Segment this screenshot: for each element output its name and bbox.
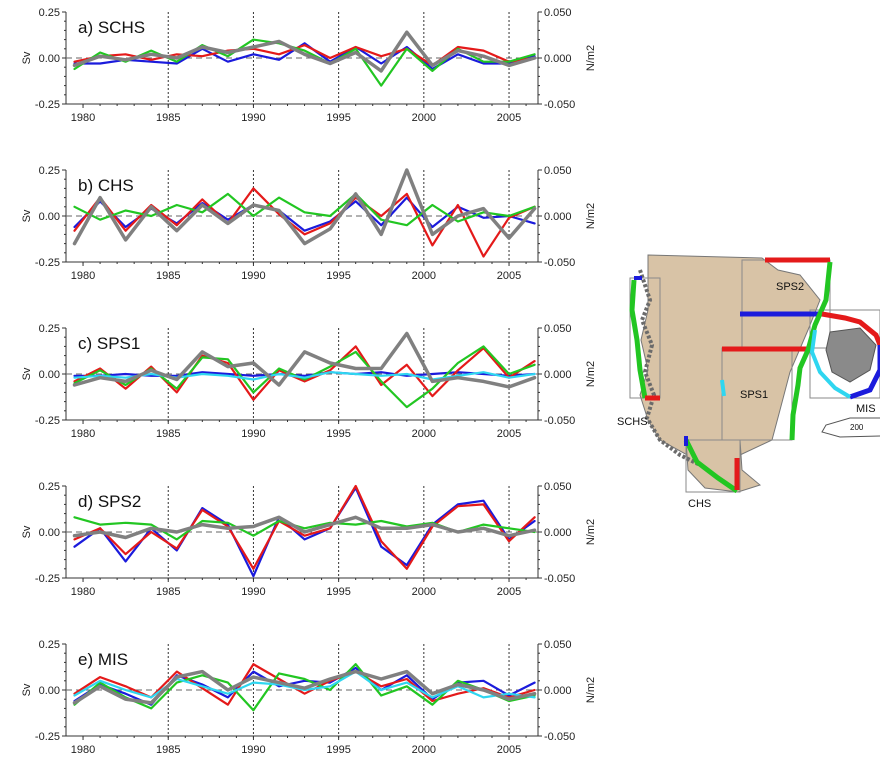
y-axis-label: Sv xyxy=(21,209,33,222)
y2-tick-label: 0.050 xyxy=(544,323,572,335)
series-line-green xyxy=(73,663,536,712)
y-axis-label: Sv xyxy=(21,51,33,64)
x-tick-label: 1995 xyxy=(326,270,350,282)
x-tick-label: 1980 xyxy=(71,112,95,124)
series-line-blue xyxy=(73,666,536,706)
y2-tick-label: -0.050 xyxy=(544,99,575,111)
series-line-green xyxy=(73,38,536,87)
y2-tick-label: 0.000 xyxy=(544,211,572,223)
x-tick-label: 2000 xyxy=(412,586,436,598)
series-line-blue xyxy=(73,42,536,71)
panel-title: a) SCHS xyxy=(78,18,145,37)
chart-panel-1: 1980 1985 1990 1995 2000 2005 -0.25 0.00 0.25 -0.… xyxy=(21,7,597,124)
y-tick-label: -0.25 xyxy=(35,99,60,111)
y-axis-label: Sv xyxy=(21,525,33,538)
x-tick-label: 2000 xyxy=(412,270,436,282)
y2-axis-label: N/m2 xyxy=(585,203,597,229)
y-tick-label: -0.25 xyxy=(35,415,60,427)
series-line-gray xyxy=(72,30,537,73)
chart-panel-2: 1980 1985 1990 1995 2000 2005 -0.25 0.00 0.25 -0.… xyxy=(21,165,597,282)
x-tick-label: 1995 xyxy=(326,112,350,124)
x-tick-label: 1985 xyxy=(156,270,180,282)
y-tick-label: 0.00 xyxy=(39,211,60,223)
x-tick-label: 1990 xyxy=(241,744,265,756)
series-line-cyan xyxy=(73,371,536,381)
y2-axis-label: N/m2 xyxy=(585,361,597,387)
x-tick-label: 2005 xyxy=(497,744,521,756)
y2-tick-label: 0.000 xyxy=(544,369,572,381)
series-line-gray xyxy=(72,515,537,540)
panel-title: b) CHS xyxy=(78,176,134,195)
series-line-gray xyxy=(72,168,537,246)
y2-axis-label: N/m2 xyxy=(585,45,597,71)
y2-tick-label: 0.050 xyxy=(544,639,572,651)
y2-tick-label: -0.050 xyxy=(544,415,575,427)
x-tick-label: 1980 xyxy=(71,586,95,598)
x-tick-label: 1990 xyxy=(241,112,265,124)
y-tick-label: -0.25 xyxy=(35,731,60,743)
series-line-green xyxy=(73,192,536,227)
x-tick-label: 2005 xyxy=(497,428,521,440)
y-tick-label: -0.25 xyxy=(35,573,60,585)
x-tick-label: 1995 xyxy=(326,428,350,440)
x-tick-label: 1985 xyxy=(156,586,180,598)
chart-panel-4: 1980 1985 1990 1995 2000 2005 -0.25 0.00 0.25 -0.… xyxy=(21,481,597,598)
x-tick-label: 2000 xyxy=(412,428,436,440)
series-line-green xyxy=(73,345,536,409)
y2-axis-label: N/m2 xyxy=(585,677,597,703)
y-tick-label: 0.25 xyxy=(39,639,60,651)
x-tick-label: 2000 xyxy=(412,112,436,124)
y2-tick-label: -0.050 xyxy=(544,573,575,585)
y2-axis-label: N/m2 xyxy=(585,519,597,545)
y2-tick-label: 0.000 xyxy=(544,53,572,65)
x-tick-label: 1985 xyxy=(156,744,180,756)
x-tick-label: 1990 xyxy=(241,428,265,440)
series-line-blue xyxy=(73,371,536,377)
y2-tick-label: 0.050 xyxy=(544,481,572,493)
series-line-red xyxy=(73,345,536,401)
x-tick-label: 1995 xyxy=(326,586,350,598)
x-tick-label: 1990 xyxy=(241,270,265,282)
x-tick-label: 1980 xyxy=(71,270,95,282)
y-axis-label: Sv xyxy=(21,683,33,696)
y2-tick-label: -0.050 xyxy=(544,731,575,743)
y2-tick-label: -0.050 xyxy=(544,257,575,269)
x-tick-label: 2000 xyxy=(412,744,436,756)
y-axis-label: Sv xyxy=(21,367,33,380)
y-tick-label: 0.25 xyxy=(39,165,60,177)
x-tick-label: 1980 xyxy=(71,428,95,440)
series-line-red xyxy=(73,187,536,258)
x-tick-label: 1985 xyxy=(156,428,180,440)
y-tick-label: 0.25 xyxy=(39,481,60,493)
y-tick-label: 0.00 xyxy=(39,53,60,65)
y2-tick-label: 0.000 xyxy=(544,527,572,539)
panel-title: e) MIS xyxy=(78,650,128,669)
y-tick-label: 0.00 xyxy=(39,527,60,539)
x-tick-label: 1980 xyxy=(71,744,95,756)
x-tick-label: 1995 xyxy=(326,744,350,756)
series-line-gray xyxy=(72,331,537,389)
x-tick-label: 2005 xyxy=(497,270,521,282)
series-line-red xyxy=(73,44,536,67)
y-tick-label: 0.00 xyxy=(39,369,60,381)
x-tick-label: 1990 xyxy=(241,586,265,598)
series-line-gray xyxy=(72,669,537,705)
panel-title: c) SPS1 xyxy=(78,334,140,353)
y-tick-label: 0.00 xyxy=(39,685,60,697)
y-tick-label: 0.25 xyxy=(39,7,60,19)
chart-panel-3: 1980 1985 1990 1995 2000 2005 -0.25 0.00 0.25 -0.… xyxy=(21,323,597,440)
x-tick-label: 2005 xyxy=(497,586,521,598)
y2-tick-label: 0.050 xyxy=(544,165,572,177)
series-line-red xyxy=(73,484,536,570)
x-tick-label: 1985 xyxy=(156,112,180,124)
y-tick-label: -0.25 xyxy=(35,257,60,269)
y2-tick-label: 0.000 xyxy=(544,685,572,697)
panel-title: d) SPS2 xyxy=(78,492,141,511)
y2-tick-label: 0.050 xyxy=(544,7,572,19)
chart-panel-5: 1980 1985 1990 1995 2000 2005 -0.25 0.00 0.25 -0.… xyxy=(21,639,597,756)
y-tick-label: 0.25 xyxy=(39,323,60,335)
x-tick-label: 2005 xyxy=(497,112,521,124)
